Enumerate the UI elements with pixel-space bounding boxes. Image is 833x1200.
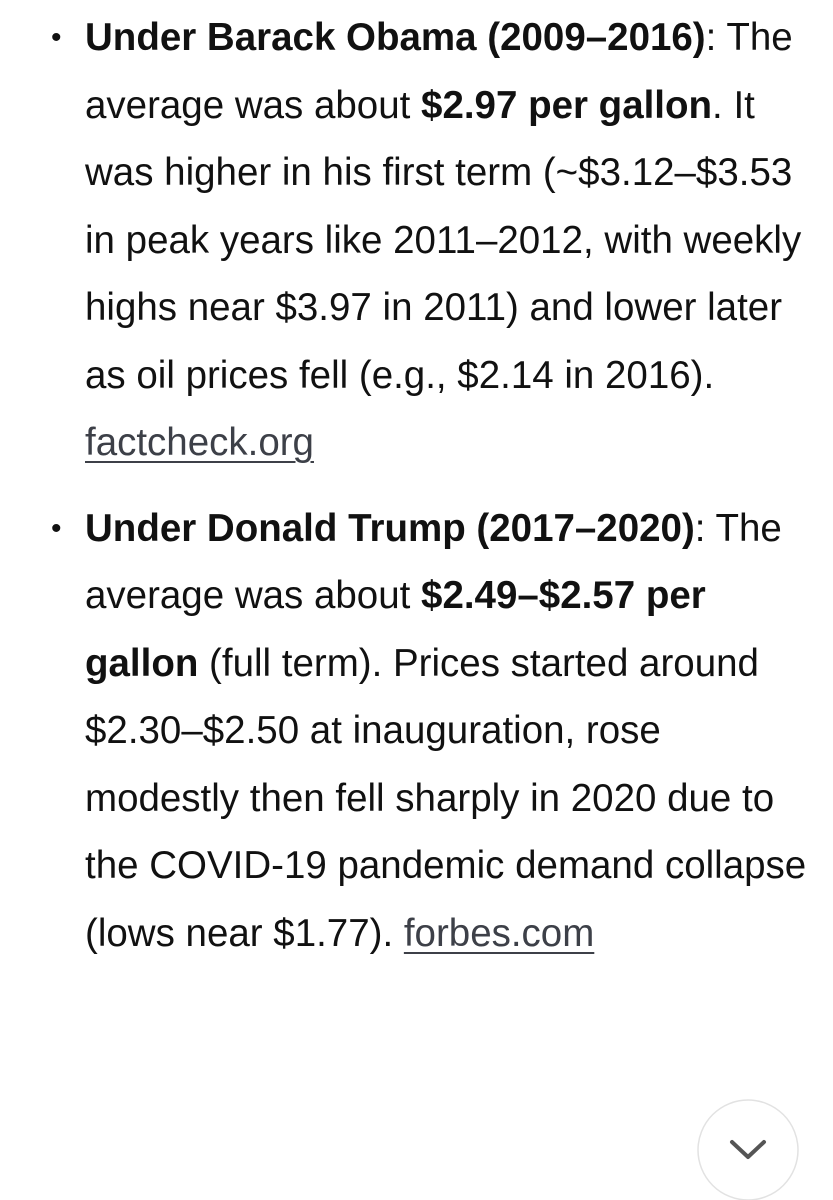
item-highlight: $2.97 per gallon [421, 83, 713, 127]
source-link[interactable]: factcheck.org [85, 421, 314, 464]
source-link[interactable]: forbes.com [403, 911, 595, 955]
item-text: (full term). Prices started around $2.30… [85, 641, 817, 955]
scroll-down-button[interactable] [690, 1095, 810, 1200]
item-heading: Under Barack Obama (2009–2016) [85, 16, 706, 59]
list-item: Under Donald Trump (2017–2020): The aver… [51, 495, 813, 968]
button-circle [697, 1099, 799, 1200]
item-heading: Under Donald Trump (2017–2020) [85, 506, 695, 550]
item-text: . It was higher in his first term (~$3.1… [85, 83, 812, 397]
answer-list: Under Barack Obama (2009–2016): The aver… [0, 0, 833, 967]
list-item: Under Barack Obama (2009–2016): The aver… [51, 4, 813, 477]
item-intro: : The average was about [85, 506, 793, 618]
item-highlight: $2.49–$2.57 per gallon [85, 574, 717, 685]
chevron-icon [730, 1140, 766, 1159]
item-intro: : The average was about [85, 16, 804, 127]
